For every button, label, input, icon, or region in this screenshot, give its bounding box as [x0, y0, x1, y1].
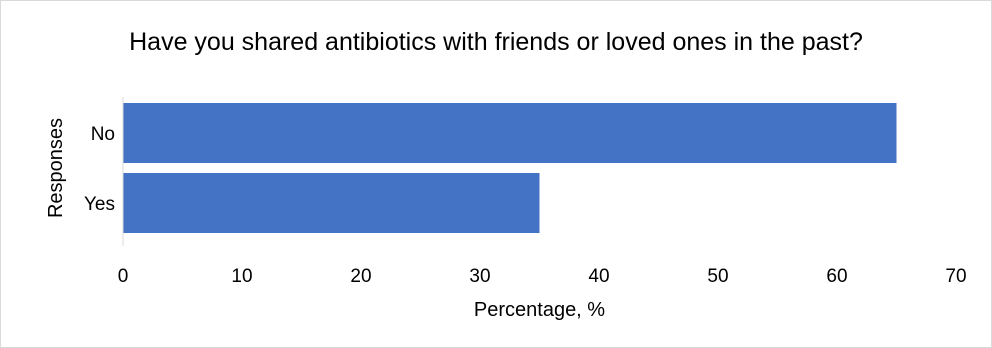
chart-title: Have you shared antibiotics with friends… — [129, 28, 863, 56]
x-tick-label: 60 — [826, 266, 847, 287]
x-tick-label: 70 — [945, 266, 966, 287]
bar-yes — [123, 173, 540, 233]
y-axis-title: Responses — [45, 118, 67, 218]
x-tick-label: 10 — [231, 266, 252, 287]
category-label-yes: Yes — [84, 194, 115, 215]
x-tick-label: 0 — [118, 266, 129, 287]
x-tick-label: 50 — [707, 266, 728, 287]
x-tick-label: 40 — [588, 266, 609, 287]
x-tick-label: 20 — [350, 266, 371, 287]
bar-no — [123, 103, 897, 163]
category-labels: No Yes — [84, 124, 115, 215]
x-axis-title: Percentage, % — [474, 299, 605, 321]
category-label-no: No — [91, 124, 115, 145]
bars-group — [123, 103, 897, 233]
x-tick-labels: 0 10 20 30 40 50 60 70 — [118, 266, 967, 287]
x-tick-label: 30 — [469, 266, 490, 287]
